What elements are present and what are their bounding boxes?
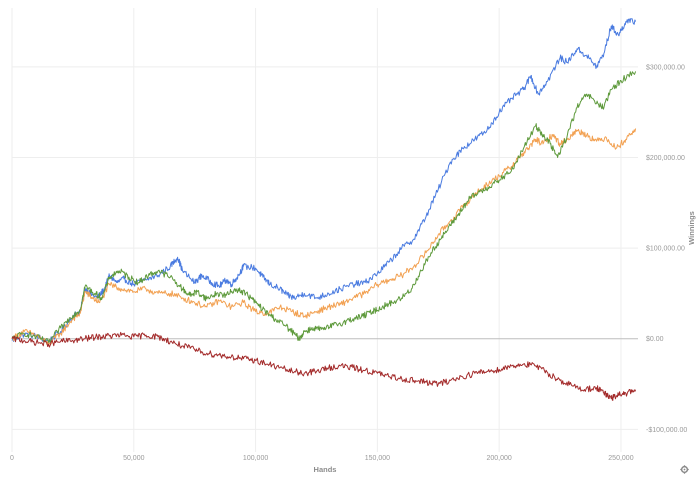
x-tick-label: 0 xyxy=(10,455,14,462)
series-line-4 xyxy=(11,331,637,401)
x-tick-label: 200,000 xyxy=(487,455,512,462)
x-tick-label: 150,000 xyxy=(365,455,390,462)
x-tick-label: 100,000 xyxy=(243,455,268,462)
grid-lines xyxy=(11,8,638,452)
series-line-3 xyxy=(11,71,637,343)
x-tick-label: 250,000 xyxy=(608,455,633,462)
x-tick-label: 50,000 xyxy=(123,455,145,462)
y-tick-label: -$100,000.00 xyxy=(646,427,687,434)
x-axis-ticks: 0 50,000 100,000 150,000 200,000 250,000 xyxy=(10,455,634,462)
series-line-2 xyxy=(11,128,637,346)
gear-icon[interactable] xyxy=(680,465,689,474)
y-tick-label: $0.00 xyxy=(646,336,664,343)
x-axis-title: Hands xyxy=(314,465,337,474)
y-axis-ticks: -$100,000.00 $0.00 $100,000.00 $200,000.00 $… xyxy=(646,64,687,433)
y-axis-title: Winnings xyxy=(687,211,696,245)
y-tick-label: $100,000.00 xyxy=(646,246,685,253)
series-lines xyxy=(11,18,637,401)
y-tick-label: $300,000.00 xyxy=(646,64,685,71)
y-tick-label: $200,000.00 xyxy=(646,155,685,162)
